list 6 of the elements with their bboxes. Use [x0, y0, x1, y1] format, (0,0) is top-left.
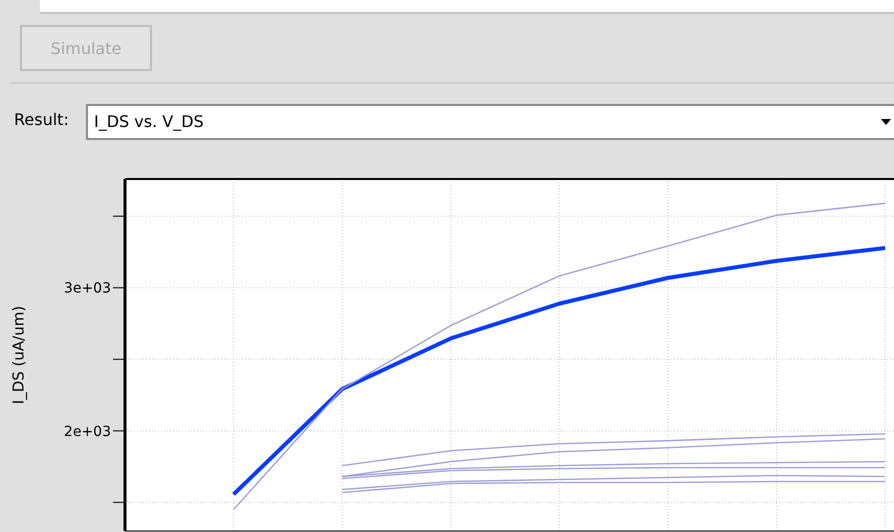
y-tick-label: 2e+03	[64, 424, 111, 440]
text: Result:	[14, 110, 69, 129]
y-axis-title: I_DS (uA/um)	[9, 306, 28, 404]
text: Simulate	[20, 25, 152, 71]
y-tick-label: 3e+03	[64, 280, 111, 297]
chart-title: I_DS vs. V_DS	[86, 104, 894, 140]
